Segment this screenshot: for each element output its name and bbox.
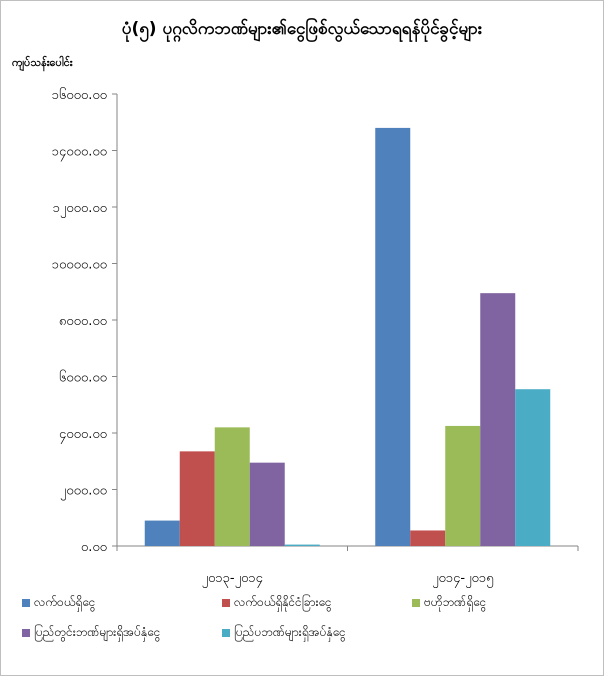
legend-swatch xyxy=(412,599,420,607)
bar xyxy=(249,462,285,546)
bar xyxy=(515,389,551,546)
legend-item: လက်ဝယ်ရှိငွေ xyxy=(22,594,95,612)
chart-bars xyxy=(144,127,551,547)
bar xyxy=(179,451,215,546)
x-tick-label: ၂၀၁၄-၂၀၁၅ xyxy=(432,571,493,588)
bar xyxy=(144,520,180,546)
y-tick-label: ၄၀၀၀.၀၀ xyxy=(59,427,107,444)
y-tick-label: ၂၀၀၀.၀၀ xyxy=(60,484,107,501)
y-tick-labels: ၀.၀၀ ၂၀၀၀.၀၀ ၄၀၀၀.၀၀ ၆၀၀၀.၀၀ ၈၀၀၀.၀၀ ၁၀၀၀၀.၀၀… xyxy=(52,87,107,555)
bar xyxy=(410,530,446,546)
x-tick-labels: ၂၀၁၃-၂၀၁၄ ၂၀၁၄-၂၀၁၅ xyxy=(202,571,494,588)
chart-title: ပုံ(၅) ပုဂ္ဂလိကဘဏ်များ၏ငွေဖြစ်လွယ်သောရရန… xyxy=(121,19,483,39)
bar xyxy=(214,427,250,546)
legend-label: ဗဟိုဘဏ်ရှိငွေ xyxy=(424,595,487,609)
bar xyxy=(284,544,320,546)
x-tick-label: ၂၀၁၃-၂၀၁၄ xyxy=(202,571,264,588)
legend-item: ပြည်တွင်းဘဏ်များရှိအပ်နှံငွေ xyxy=(22,624,160,642)
legend-swatch xyxy=(22,629,30,637)
y-tick-label: ၁၂၀၀၀.၀၀ xyxy=(53,201,107,218)
legend-label: ပြည်တွင်းဘဏ်များရှိအပ်နှံငွေ xyxy=(34,625,161,639)
legend-swatch xyxy=(22,599,30,607)
legend-swatch xyxy=(222,629,230,637)
bar xyxy=(445,425,481,546)
y-tick-label: ၁၀၀၀၀.၀၀ xyxy=(52,258,107,273)
legend-swatch xyxy=(222,599,230,607)
y-tick-label: ၈၀၀၀.၀၀ xyxy=(59,314,107,329)
bar xyxy=(375,127,411,547)
bar xyxy=(480,293,516,546)
legend-label: ပြည်ပဘဏ်များရှိအပ်နှံငွေ xyxy=(234,625,346,639)
legend-item: ပြည်ပဘဏ်များရှိအပ်နှံငွေ xyxy=(222,624,346,642)
y-tick-label: ၀.၀၀ xyxy=(81,540,107,555)
legend-label: လက်ဝယ်ရှိငွေ xyxy=(34,595,96,609)
y-tick-label: ၁၄၀၀၀.၀၀ xyxy=(52,145,107,162)
y-tick-label: ၆၀၀၀.၀၀ xyxy=(59,370,107,386)
y-tick-label: ၁၆၀၀၀.၀၀ xyxy=(52,87,107,103)
y-axis-label: ကျပ်သန်းပေါင်း xyxy=(12,56,73,69)
legend-item: ဗဟိုဘဏ်ရှိငွေ xyxy=(412,594,486,612)
legend-label: လက်ဝယ်ရှိနိုင်ငံခြားငွေ xyxy=(234,595,332,609)
legend-item: လက်ဝယ်ရှိနိုင်ငံခြားငွေ xyxy=(222,594,332,612)
